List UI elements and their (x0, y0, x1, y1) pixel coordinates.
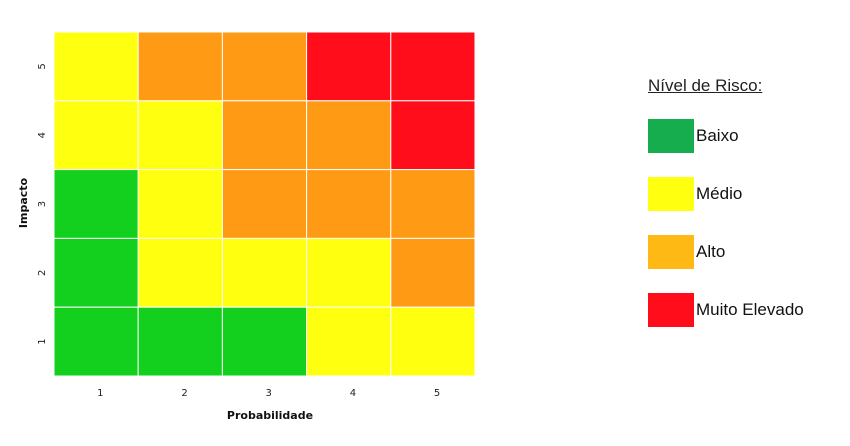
x-tick-label-1: 1 (97, 388, 103, 399)
heatmap-cells (53, 31, 476, 377)
heatmap-cell-p3-i1 (221, 306, 308, 377)
heatmap-cell-p5-i2 (390, 237, 476, 308)
heatmap-cell-p4-i2 (306, 237, 392, 308)
legend-title: Nível de Risco: (648, 76, 763, 95)
y-tick-label-2: 2 (37, 270, 48, 276)
y-tick-label-3: 3 (37, 201, 48, 207)
legend-item-medio: Médio (648, 176, 838, 212)
x-axis-title: Probabilidade (227, 409, 313, 422)
heatmap-cell-p1-i3 (53, 169, 139, 239)
heatmap-cell-p4-i1 (306, 306, 392, 377)
heatmap-cell-p2-i4 (137, 100, 223, 171)
heatmap-cell-p3-i5 (221, 31, 308, 102)
y-axis-title: Impacto (17, 177, 30, 228)
heatmap-cell-p1-i4 (53, 100, 139, 171)
heatmap-cell-p5-i4 (390, 100, 476, 171)
heatmap-cell-p2-i3 (137, 169, 223, 239)
legend-label-baixo: Baixo (696, 126, 739, 145)
heatmap-cell-p2-i2 (137, 237, 223, 308)
heatmap-cell-p4-i4 (306, 100, 392, 171)
x-tick-label-5: 5 (434, 388, 440, 399)
y-tick-label-5: 5 (37, 63, 48, 69)
x-tick-label-2: 2 (181, 388, 187, 399)
heatmap-cell-p2-i5 (137, 31, 223, 102)
y-tick-label-4: 4 (37, 132, 48, 138)
legend-item-alto: Alto (648, 234, 838, 270)
y-tick-labels: 1 2 3 4 5 (37, 63, 48, 345)
x-tick-label-3: 3 (266, 388, 272, 399)
x-tick-label-4: 4 (350, 388, 356, 399)
legend-label-medio: Médio (696, 184, 743, 203)
legend-item-muito-elevado: Muito Elevado (648, 292, 838, 328)
legend-swatch-medio (648, 177, 694, 211)
heatmap-cell-p5-i1 (390, 306, 476, 377)
heatmap-cell-p3-i4 (221, 100, 308, 171)
legend-label-alto: Alto (696, 242, 726, 261)
y-tick-label-1: 1 (37, 338, 48, 344)
heatmap-cell-p2-i1 (137, 306, 223, 377)
heatmap-cell-p1-i2 (53, 237, 139, 308)
legend-label-muito-elevado: Muito Elevado (696, 300, 804, 319)
heatmap-cell-p4-i3 (306, 169, 392, 239)
legend-swatch-alto (648, 235, 694, 269)
legend-swatch-baixo (648, 119, 694, 153)
heatmap-cell-p1-i1 (53, 306, 139, 377)
heatmap-cell-p4-i5 (306, 31, 392, 102)
heatmap-cell-p3-i3 (221, 169, 308, 239)
x-tick-labels: 1 2 3 4 5 (97, 388, 440, 399)
risk-legend: Nível de Risco: Baixo Médio Alto Muito E… (648, 72, 838, 350)
heatmap-cell-p1-i5 (53, 31, 139, 102)
legend-item-baixo: Baixo (648, 118, 838, 154)
heatmap-cell-p5-i5 (390, 31, 476, 102)
legend-swatch-muito-elevado (648, 293, 694, 327)
heatmap-cell-p3-i2 (221, 237, 308, 308)
heatmap-cell-p5-i3 (390, 169, 476, 239)
